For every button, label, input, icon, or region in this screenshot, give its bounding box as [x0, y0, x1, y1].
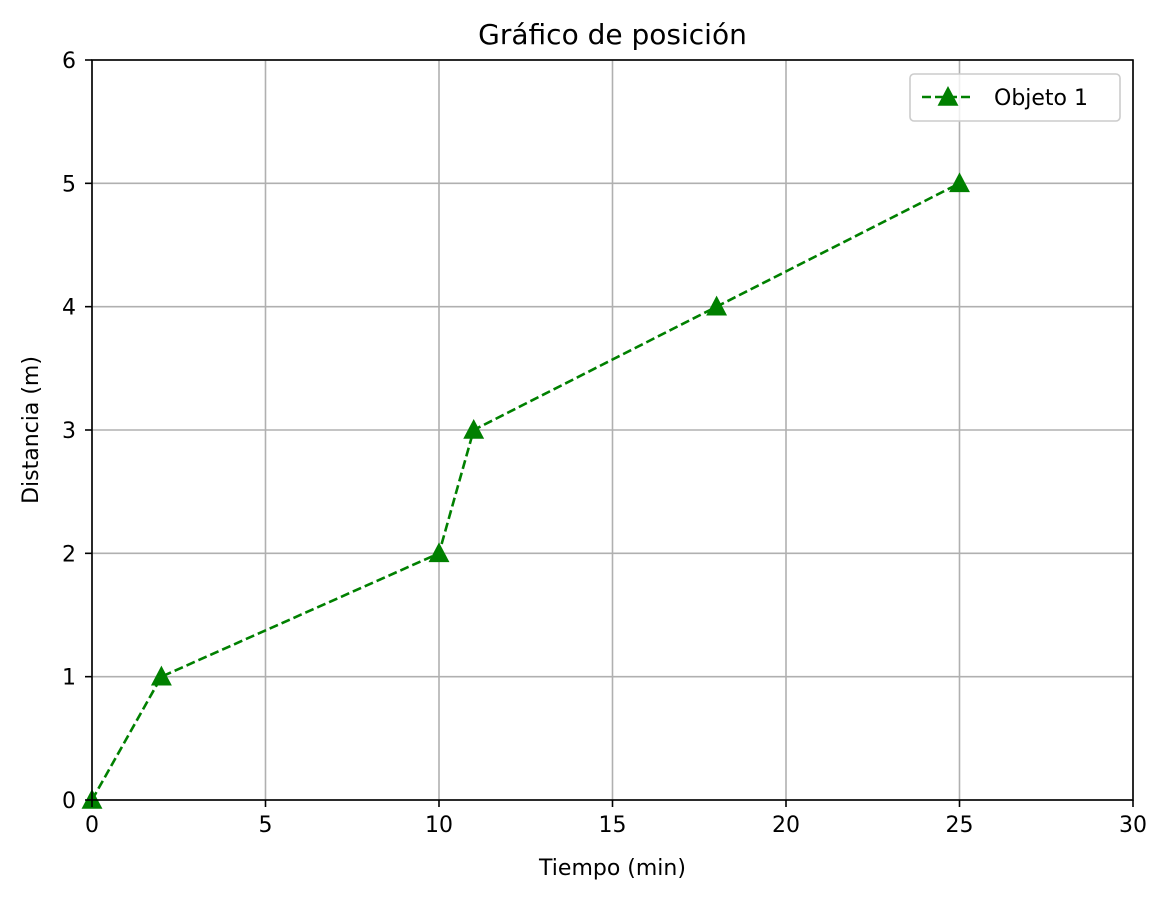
y-tick-label: 6	[62, 49, 76, 74]
x-axis-label: Tiempo (min)	[538, 856, 686, 881]
x-tick-label: 10	[425, 813, 453, 838]
grid-lines	[91, 59, 1134, 801]
y-tick-label: 5	[62, 172, 76, 197]
chart-title: Gráfico de posición	[478, 18, 747, 51]
series-layer	[81, 172, 970, 809]
y-tick-label: 3	[62, 419, 76, 444]
axis-ticks: 0 5 10 15 20 25 30 0 1 2 3 4 5 6	[62, 49, 1147, 838]
legend-triangle-marker	[937, 86, 959, 106]
x-tick-label: 0	[85, 813, 99, 838]
x-tick-label: 30	[1119, 813, 1147, 838]
x-tick-label: 5	[259, 813, 273, 838]
x-tick-label: 20	[772, 813, 800, 838]
y-tick-label: 2	[62, 542, 76, 567]
y-tick-label: 1	[62, 666, 76, 691]
data-point-triangle	[463, 419, 485, 439]
data-point-triangle	[949, 172, 970, 193]
legend-box	[909, 73, 1121, 122]
x-tick-label: 25	[946, 813, 974, 838]
legend: Objeto 1	[909, 73, 1121, 122]
data-point-triangle	[150, 665, 172, 686]
legend-label: Objeto 1	[994, 86, 1088, 111]
y-tick-label: 0	[62, 789, 76, 814]
x-tick-label: 15	[599, 813, 627, 838]
y-axis-label: Distancia (m)	[19, 356, 44, 504]
series-line-0	[90, 182, 961, 801]
data-point-triangle	[706, 295, 728, 316]
data-point-triangle	[428, 542, 450, 563]
y-tick-label: 4	[62, 296, 76, 321]
